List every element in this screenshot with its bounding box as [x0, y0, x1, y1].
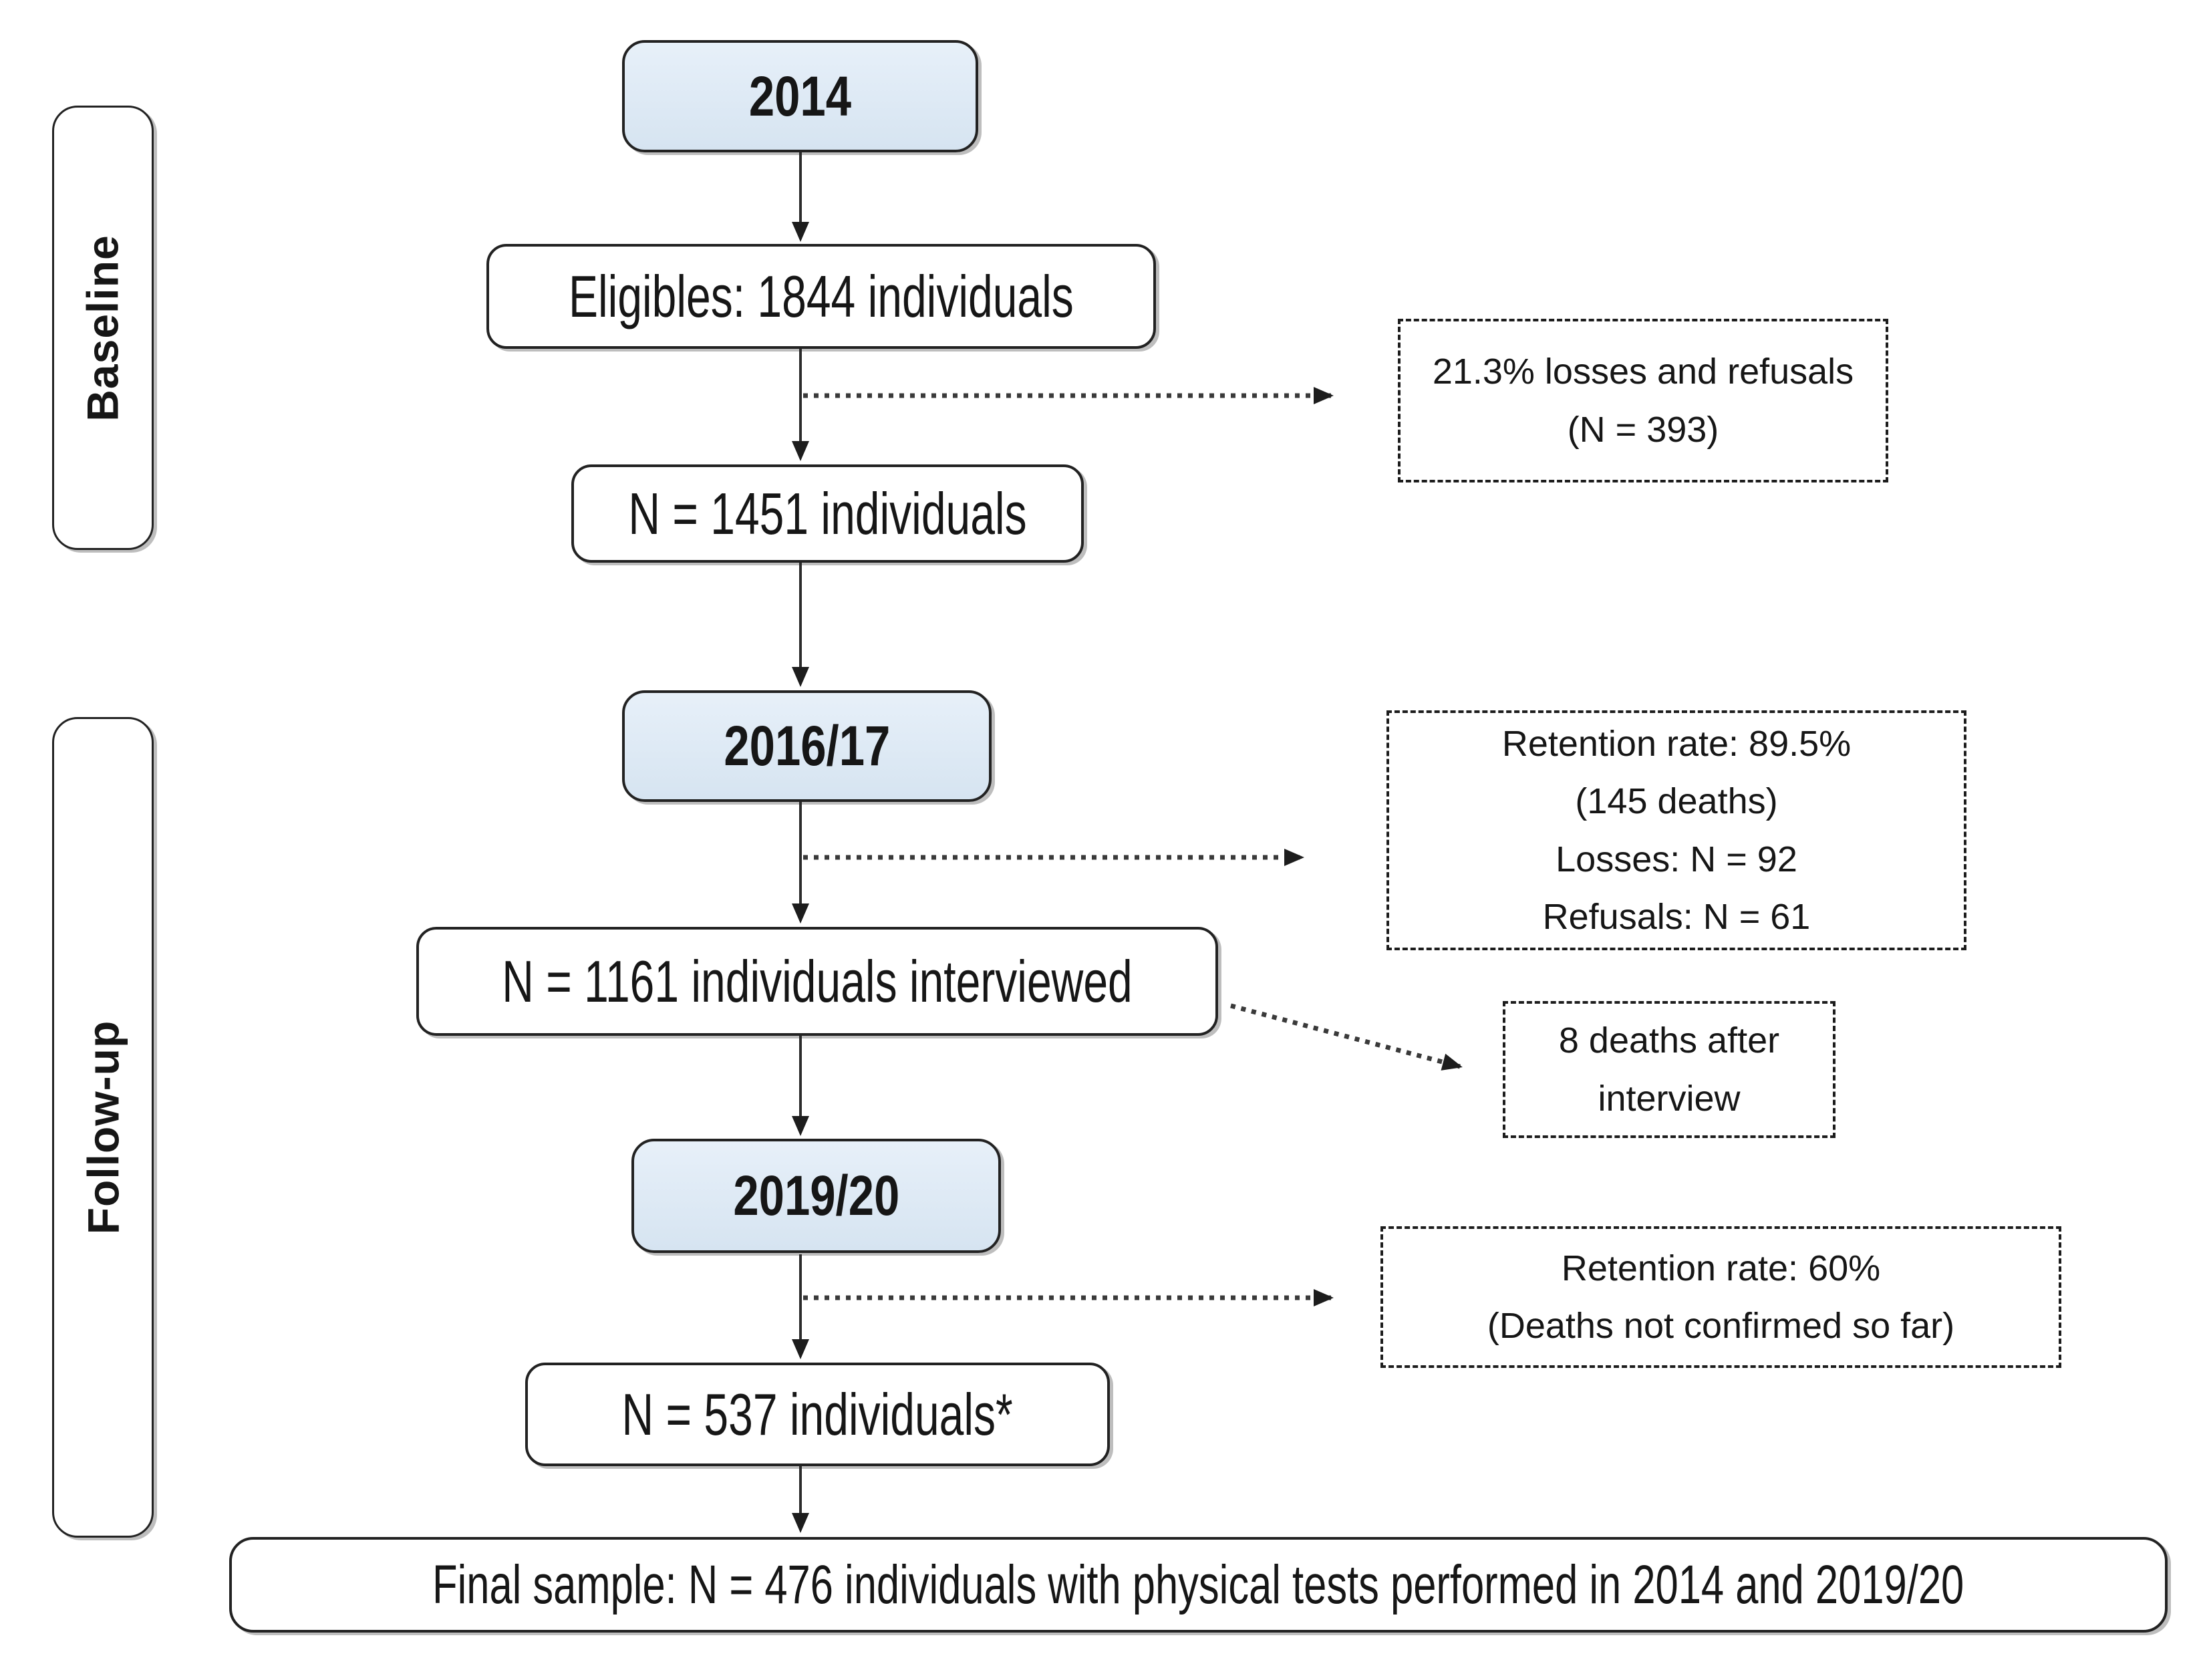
- flow-box-eligibles: Eligibles: 1844 individuals: [486, 244, 1156, 349]
- note-line: (Deaths not confirmed so far): [1487, 1306, 1955, 1346]
- phase-label-baseline: Baseline: [52, 106, 154, 550]
- wave-2014-label: 2014: [748, 64, 852, 128]
- note-line: (N = 393): [1567, 409, 1719, 450]
- phase-label-followup: Follow-up: [52, 717, 154, 1538]
- wave-box-2014: 2014: [622, 40, 978, 152]
- note-box-retention-2016-17: Retention rate: 89.5% (145 deaths) Losse…: [1386, 710, 1966, 950]
- baseline-label: Baseline: [78, 234, 128, 422]
- note-line: Refusals: N = 61: [1542, 896, 1811, 937]
- note-line: 8 deaths after: [1558, 1020, 1780, 1061]
- n1161-text: N = 1161 individuals interviewed: [502, 948, 1133, 1014]
- eligibles-text: Eligibles: 1844 individuals: [569, 263, 1074, 329]
- note-line: Losses: N = 92: [1556, 839, 1797, 879]
- arrow-deaths-after-interview-dotted: [1230, 1003, 1463, 1071]
- note-line: Retention rate: 60%: [1561, 1248, 1881, 1288]
- wave-2016-17-label: 2016/17: [723, 714, 890, 777]
- wave-box-2016-17: 2016/17: [622, 690, 992, 802]
- flow-box-n537: N = 537 individuals*: [525, 1363, 1110, 1466]
- note-line: (145 deaths): [1575, 781, 1778, 822]
- n1451-text: N = 1451 individuals: [628, 480, 1027, 547]
- note-box-deaths-after-interview: 8 deaths after interview: [1503, 1001, 1836, 1138]
- note-line: Retention rate: 89.5%: [1501, 723, 1852, 764]
- note-box-retention-2019-20: Retention rate: 60% (Deaths not confirme…: [1380, 1226, 2061, 1368]
- note-box-losses-2014: 21.3% losses and refusals (N = 393): [1398, 319, 1888, 482]
- flow-box-n1451: N = 1451 individuals: [571, 464, 1084, 563]
- flow-box-n1161: N = 1161 individuals interviewed: [416, 927, 1218, 1036]
- wave-2019-20-label: 2019/20: [732, 1164, 899, 1227]
- flow-box-final-sample: Final sample: N = 476 individuals with p…: [229, 1537, 2168, 1633]
- note-line: interview: [1598, 1078, 1741, 1119]
- followup-label: Follow-up: [78, 1020, 128, 1235]
- final-sample-text: Final sample: N = 476 individuals with p…: [432, 1554, 1964, 1615]
- note-line: 21.3% losses and refusals: [1432, 352, 1854, 392]
- n537-text: N = 537 individuals*: [621, 1381, 1014, 1447]
- wave-box-2019-20: 2019/20: [631, 1139, 1001, 1253]
